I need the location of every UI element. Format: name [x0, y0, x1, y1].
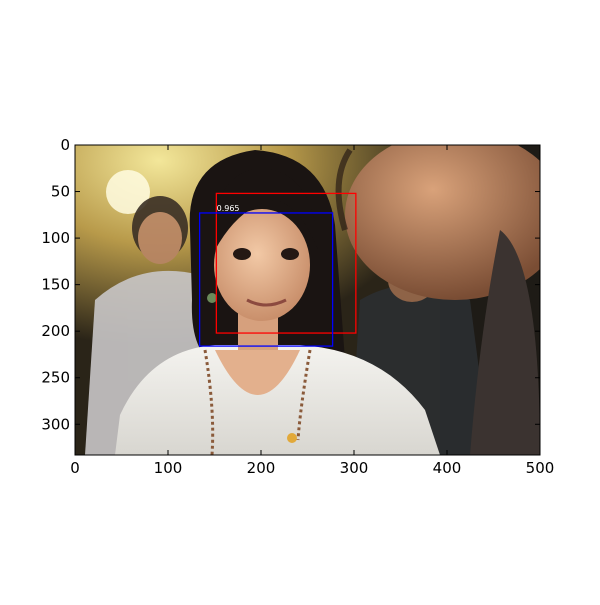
y-tick-label: 250 [41, 369, 70, 387]
x-tick-label: 200 [247, 459, 276, 477]
y-tick-label: 100 [41, 229, 70, 247]
blurred-man-head [335, 145, 540, 455]
x-tick-label: 400 [433, 459, 462, 477]
axis-ticks: 0 100 200 300 400 500 0 50 100 150 200 250 300 [41, 136, 554, 477]
woman [115, 150, 440, 455]
x-tick-label: 300 [340, 459, 369, 477]
detection-score-label: 0.965 [217, 204, 240, 213]
x-tick-label: 0 [70, 459, 80, 477]
detection-box-red [215, 192, 357, 334]
x-tick-label: 500 [526, 459, 555, 477]
y-tick-label: 150 [41, 276, 70, 294]
light-blob [106, 170, 150, 214]
y-tick-label: 300 [41, 415, 70, 433]
y-tick-label: 200 [41, 322, 70, 340]
y-tick-label: 0 [60, 136, 70, 154]
axes-frame [74, 144, 541, 456]
photo [75, 145, 540, 455]
detection-box-blue [198, 212, 334, 347]
x-tick-label: 100 [154, 459, 183, 477]
y-tick-label: 50 [51, 183, 70, 201]
detection-boxes: 0.965 [198, 192, 357, 347]
